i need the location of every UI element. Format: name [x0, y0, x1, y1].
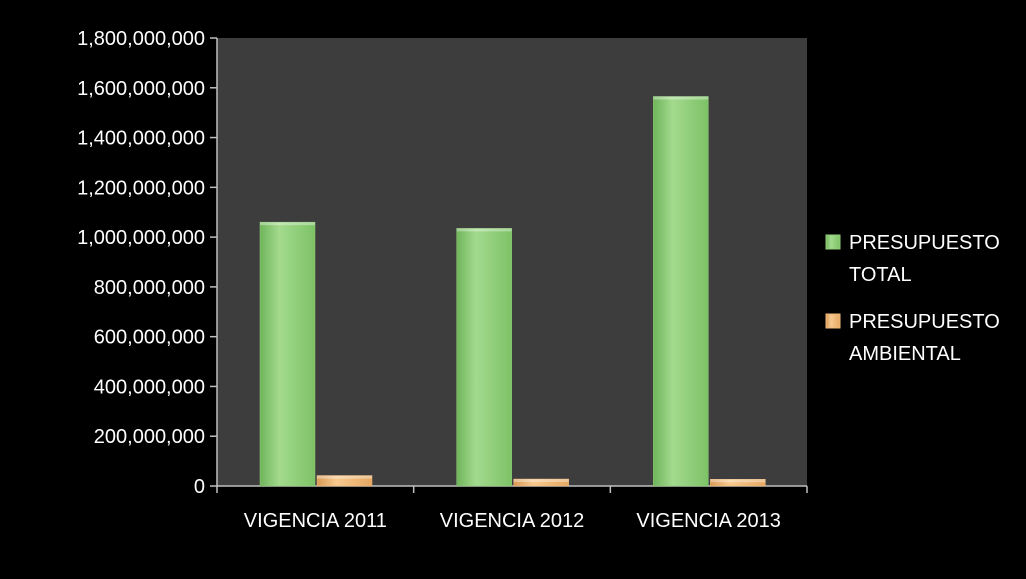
y-tick-label: 400,000,000	[94, 376, 205, 398]
bar-presupuesto-total	[456, 228, 512, 487]
y-tick-label: 200,000,000	[94, 426, 205, 448]
y-tick-label: 0	[194, 476, 205, 498]
bar-presupuesto-ambiental	[316, 475, 373, 487]
y-tick-label: 1,000,000,000	[77, 227, 205, 249]
y-tick-label: 1,800,000,000	[77, 28, 205, 50]
bar-presupuesto-total	[653, 96, 709, 487]
labels-group: 0 200,000,000 400,000,000 600,000,000 800,00…	[77, 28, 781, 532]
legend-swatch	[825, 313, 841, 329]
y-tick-label: 1,200,000,000	[77, 177, 205, 199]
x-tick-label: VIGENCIA 2013	[636, 510, 781, 532]
axes	[210, 37, 808, 493]
legend-label: PRESUPUESTO TOTAL	[849, 232, 1000, 286]
bar-top-highlight	[317, 475, 372, 479]
legend-label: PRESUPUESTO AMBIENTAL	[849, 311, 1000, 365]
bar-top-highlight	[456, 228, 512, 232]
bars-group	[259, 96, 766, 487]
y-tick-label: 800,000,000	[94, 277, 205, 299]
bar-presupuesto-total	[259, 221, 316, 487]
x-tick-label: VIGENCIA 2011	[244, 510, 387, 532]
bar-top-highlight	[710, 479, 766, 483]
legend-swatch	[825, 234, 841, 250]
y-tick-label: 600,000,000	[94, 327, 205, 349]
bar-top-highlight	[260, 222, 315, 226]
legend: PRESUPUESTO TOTAL PRESUPUESTO AMBIENTAL	[825, 232, 1000, 365]
bar-top-highlight	[513, 479, 569, 483]
plot-area	[217, 38, 807, 486]
x-tick-label: VIGENCIA 2012	[440, 510, 585, 532]
bar-presupuesto-ambiental	[710, 479, 766, 487]
bar-top-highlight	[653, 96, 709, 100]
y-tick-label: 1,600,000,000	[77, 78, 205, 100]
y-tick-label: 1,400,000,000	[77, 128, 205, 150]
bar-presupuesto-ambiental	[513, 478, 569, 487]
